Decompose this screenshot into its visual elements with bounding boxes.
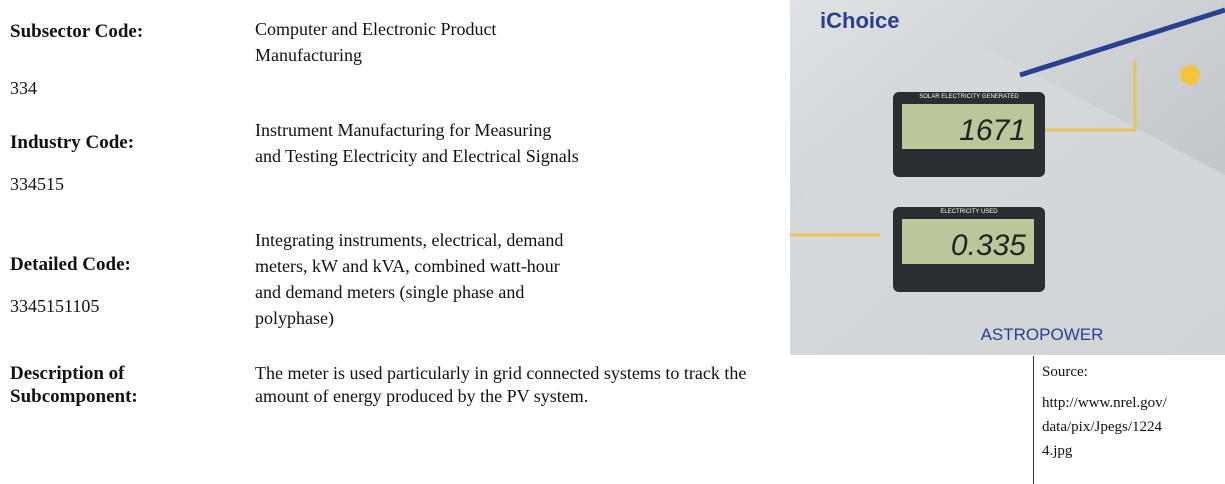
meter-photo: iChoice SOLAR ELECTRICITY GENERATED 1671… (790, 0, 1225, 355)
row-value: Manufacturing (255, 46, 362, 64)
row-value: polyphase) (255, 309, 334, 327)
row-value: and demand meters (single phase and (255, 283, 524, 301)
row-label: Subsector Code: (10, 22, 143, 41)
row-code: 334 (10, 79, 37, 97)
photo-reading: 1671 (959, 114, 1026, 147)
photo-maker: ASTROPOWER (981, 325, 1104, 344)
row-value: and Testing Electricity and Electrical S… (255, 147, 579, 165)
description-text: The meter is used particularly in grid c… (255, 364, 746, 382)
source-url: 4.jpg (1042, 444, 1072, 459)
description-label: Description of (10, 364, 125, 383)
divider (1033, 356, 1034, 484)
description-label: Subcomponent: (10, 387, 138, 406)
photo-caption: SOLAR ELECTRICITY GENERATED (919, 94, 1019, 100)
row-code: 334515 (10, 175, 64, 193)
row-label: Industry Code: (10, 133, 134, 152)
row-value: Computer and Electronic Product (255, 20, 496, 38)
row-label: Detailed Code: (10, 255, 131, 274)
source-url: data/pix/Jpegs/1224 (1042, 420, 1162, 435)
photo-caption: ELECTRICITY USED (940, 209, 998, 215)
photo-brand: iChoice (820, 8, 899, 33)
row-value: meters, kW and kVA, combined watt-hour (255, 257, 560, 275)
description-text: amount of energy produced by the PV syst… (255, 387, 588, 405)
row-value: Integrating instruments, electrical, dem… (255, 231, 563, 249)
page: Subsector Code: 334 Computer and Electroni… (0, 0, 1225, 484)
photo-reading: 0.335 (951, 229, 1026, 262)
row-code: 3345151105 (10, 297, 99, 315)
source-label: Source: (1042, 365, 1088, 380)
row-value: Instrument Manufacturing for Measuring (255, 121, 551, 139)
source-url: http://www.nrel.gov/ (1042, 396, 1167, 411)
